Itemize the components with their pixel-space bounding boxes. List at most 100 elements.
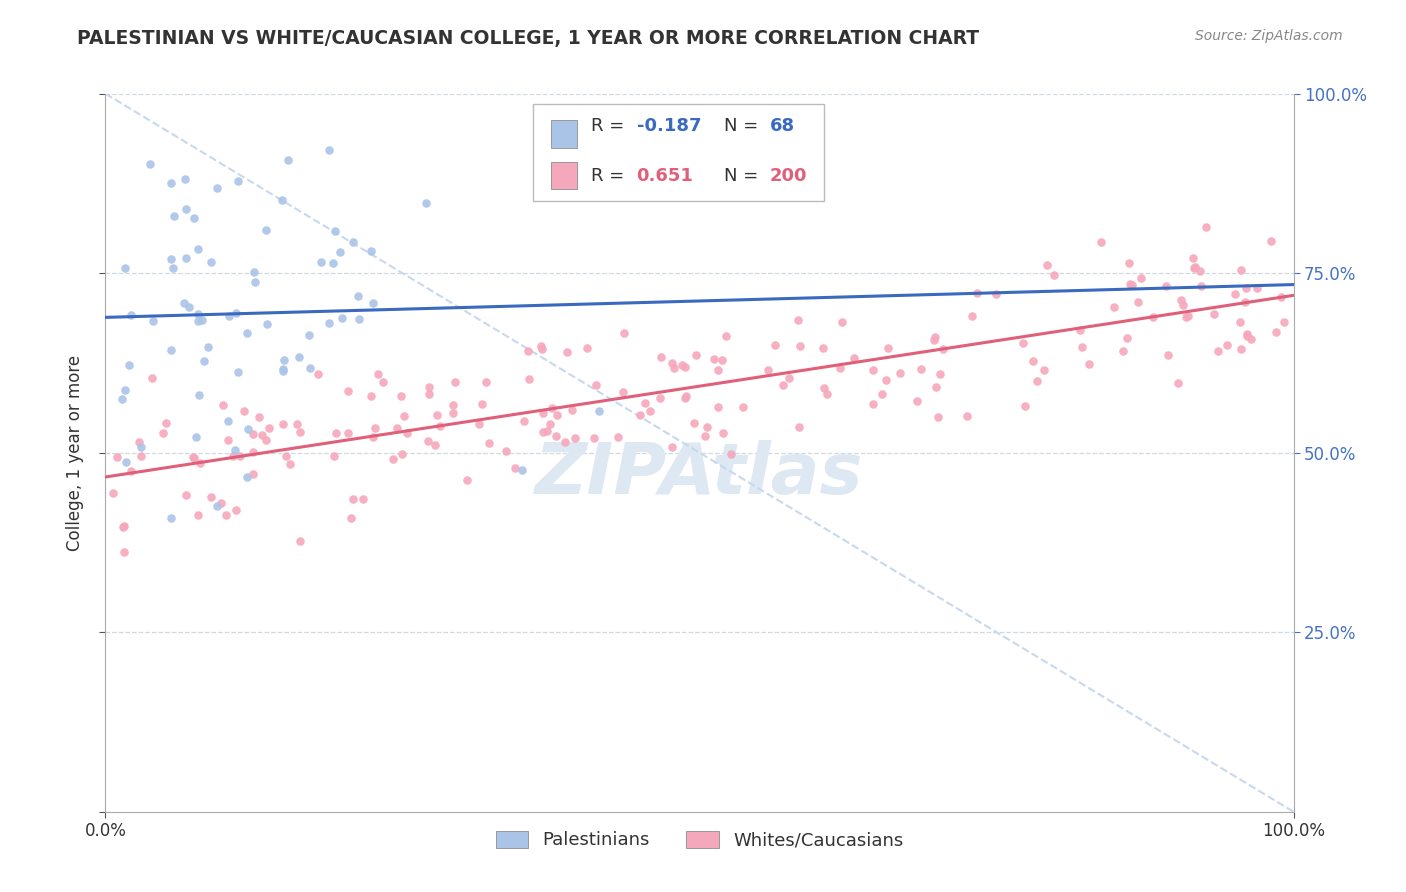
Text: 200: 200 bbox=[769, 167, 807, 186]
Point bbox=[243, 275, 266, 289]
Point bbox=[360, 389, 382, 403]
Point bbox=[186, 429, 208, 443]
Point bbox=[789, 338, 811, 352]
Point bbox=[416, 434, 439, 448]
Point bbox=[342, 491, 364, 506]
Point bbox=[183, 451, 205, 466]
Point bbox=[1229, 315, 1251, 329]
Point bbox=[763, 338, 786, 352]
Point bbox=[475, 376, 498, 390]
Point bbox=[1223, 286, 1246, 301]
Legend: Palestinians, Whites/Caucasians: Palestinians, Whites/Caucasians bbox=[488, 823, 911, 856]
Point bbox=[503, 461, 526, 475]
Point bbox=[513, 414, 536, 428]
Point bbox=[222, 449, 245, 463]
Point bbox=[236, 470, 259, 484]
Point bbox=[703, 352, 725, 367]
Point bbox=[360, 244, 382, 258]
Point bbox=[186, 314, 208, 328]
Point bbox=[215, 508, 238, 522]
Point bbox=[813, 381, 835, 395]
Point bbox=[174, 202, 197, 216]
Point bbox=[367, 368, 389, 382]
Point bbox=[271, 362, 294, 376]
Point bbox=[478, 435, 501, 450]
Point bbox=[707, 400, 730, 414]
Point bbox=[1069, 323, 1091, 337]
Point bbox=[290, 425, 312, 439]
Point bbox=[187, 388, 209, 402]
Text: Source: ZipAtlas.com: Source: ZipAtlas.com bbox=[1195, 29, 1343, 43]
Point bbox=[160, 511, 183, 525]
Point bbox=[163, 209, 186, 223]
Point bbox=[322, 255, 344, 269]
Point bbox=[862, 363, 884, 377]
Point bbox=[1171, 298, 1194, 312]
Point bbox=[181, 450, 204, 464]
Point bbox=[1077, 357, 1099, 371]
Point bbox=[960, 310, 983, 324]
Point bbox=[112, 519, 135, 533]
Bar bbox=[551, 120, 576, 147]
Point bbox=[585, 377, 607, 392]
Point bbox=[554, 435, 576, 450]
Point bbox=[1265, 325, 1288, 339]
Point bbox=[155, 417, 177, 431]
Point bbox=[285, 417, 308, 432]
Point bbox=[271, 364, 294, 378]
Point bbox=[772, 378, 794, 392]
Point bbox=[787, 313, 810, 327]
Point bbox=[1189, 263, 1212, 277]
Point bbox=[664, 361, 686, 376]
Point bbox=[536, 424, 558, 438]
Point bbox=[200, 254, 222, 268]
Point bbox=[640, 404, 662, 418]
Point bbox=[187, 508, 209, 522]
Point bbox=[540, 401, 562, 415]
Point bbox=[173, 296, 195, 310]
Point bbox=[160, 252, 183, 266]
Point bbox=[242, 467, 264, 481]
Point bbox=[114, 383, 136, 397]
Point bbox=[177, 300, 200, 314]
Point bbox=[1102, 300, 1125, 314]
Point bbox=[254, 433, 277, 447]
Point bbox=[318, 316, 340, 330]
Point bbox=[875, 373, 897, 387]
Point bbox=[297, 328, 319, 343]
Point bbox=[174, 488, 197, 502]
Point bbox=[212, 398, 235, 412]
Point bbox=[139, 157, 162, 171]
Point bbox=[693, 429, 716, 443]
Point bbox=[613, 326, 636, 341]
Point bbox=[889, 366, 911, 380]
Point bbox=[423, 438, 446, 452]
Point bbox=[152, 425, 174, 440]
Point bbox=[1184, 260, 1206, 274]
Point bbox=[277, 153, 299, 167]
Point bbox=[831, 315, 853, 329]
Point bbox=[862, 397, 884, 411]
Point bbox=[555, 345, 578, 359]
Point bbox=[347, 289, 370, 303]
Point bbox=[1090, 235, 1112, 250]
Point bbox=[907, 393, 929, 408]
Point bbox=[276, 449, 298, 463]
Point bbox=[307, 368, 329, 382]
Point bbox=[361, 296, 384, 310]
Point bbox=[707, 363, 730, 377]
Point bbox=[1236, 328, 1258, 343]
Point bbox=[815, 387, 838, 401]
Point bbox=[720, 447, 742, 461]
Point bbox=[205, 500, 228, 514]
Point bbox=[966, 285, 988, 300]
Point bbox=[224, 443, 246, 458]
Point bbox=[218, 310, 240, 324]
Point bbox=[257, 420, 280, 434]
Point bbox=[142, 314, 165, 328]
Point bbox=[1182, 261, 1205, 276]
Point bbox=[634, 396, 657, 410]
Point bbox=[162, 260, 184, 275]
Point bbox=[778, 371, 800, 385]
Point bbox=[111, 392, 134, 407]
